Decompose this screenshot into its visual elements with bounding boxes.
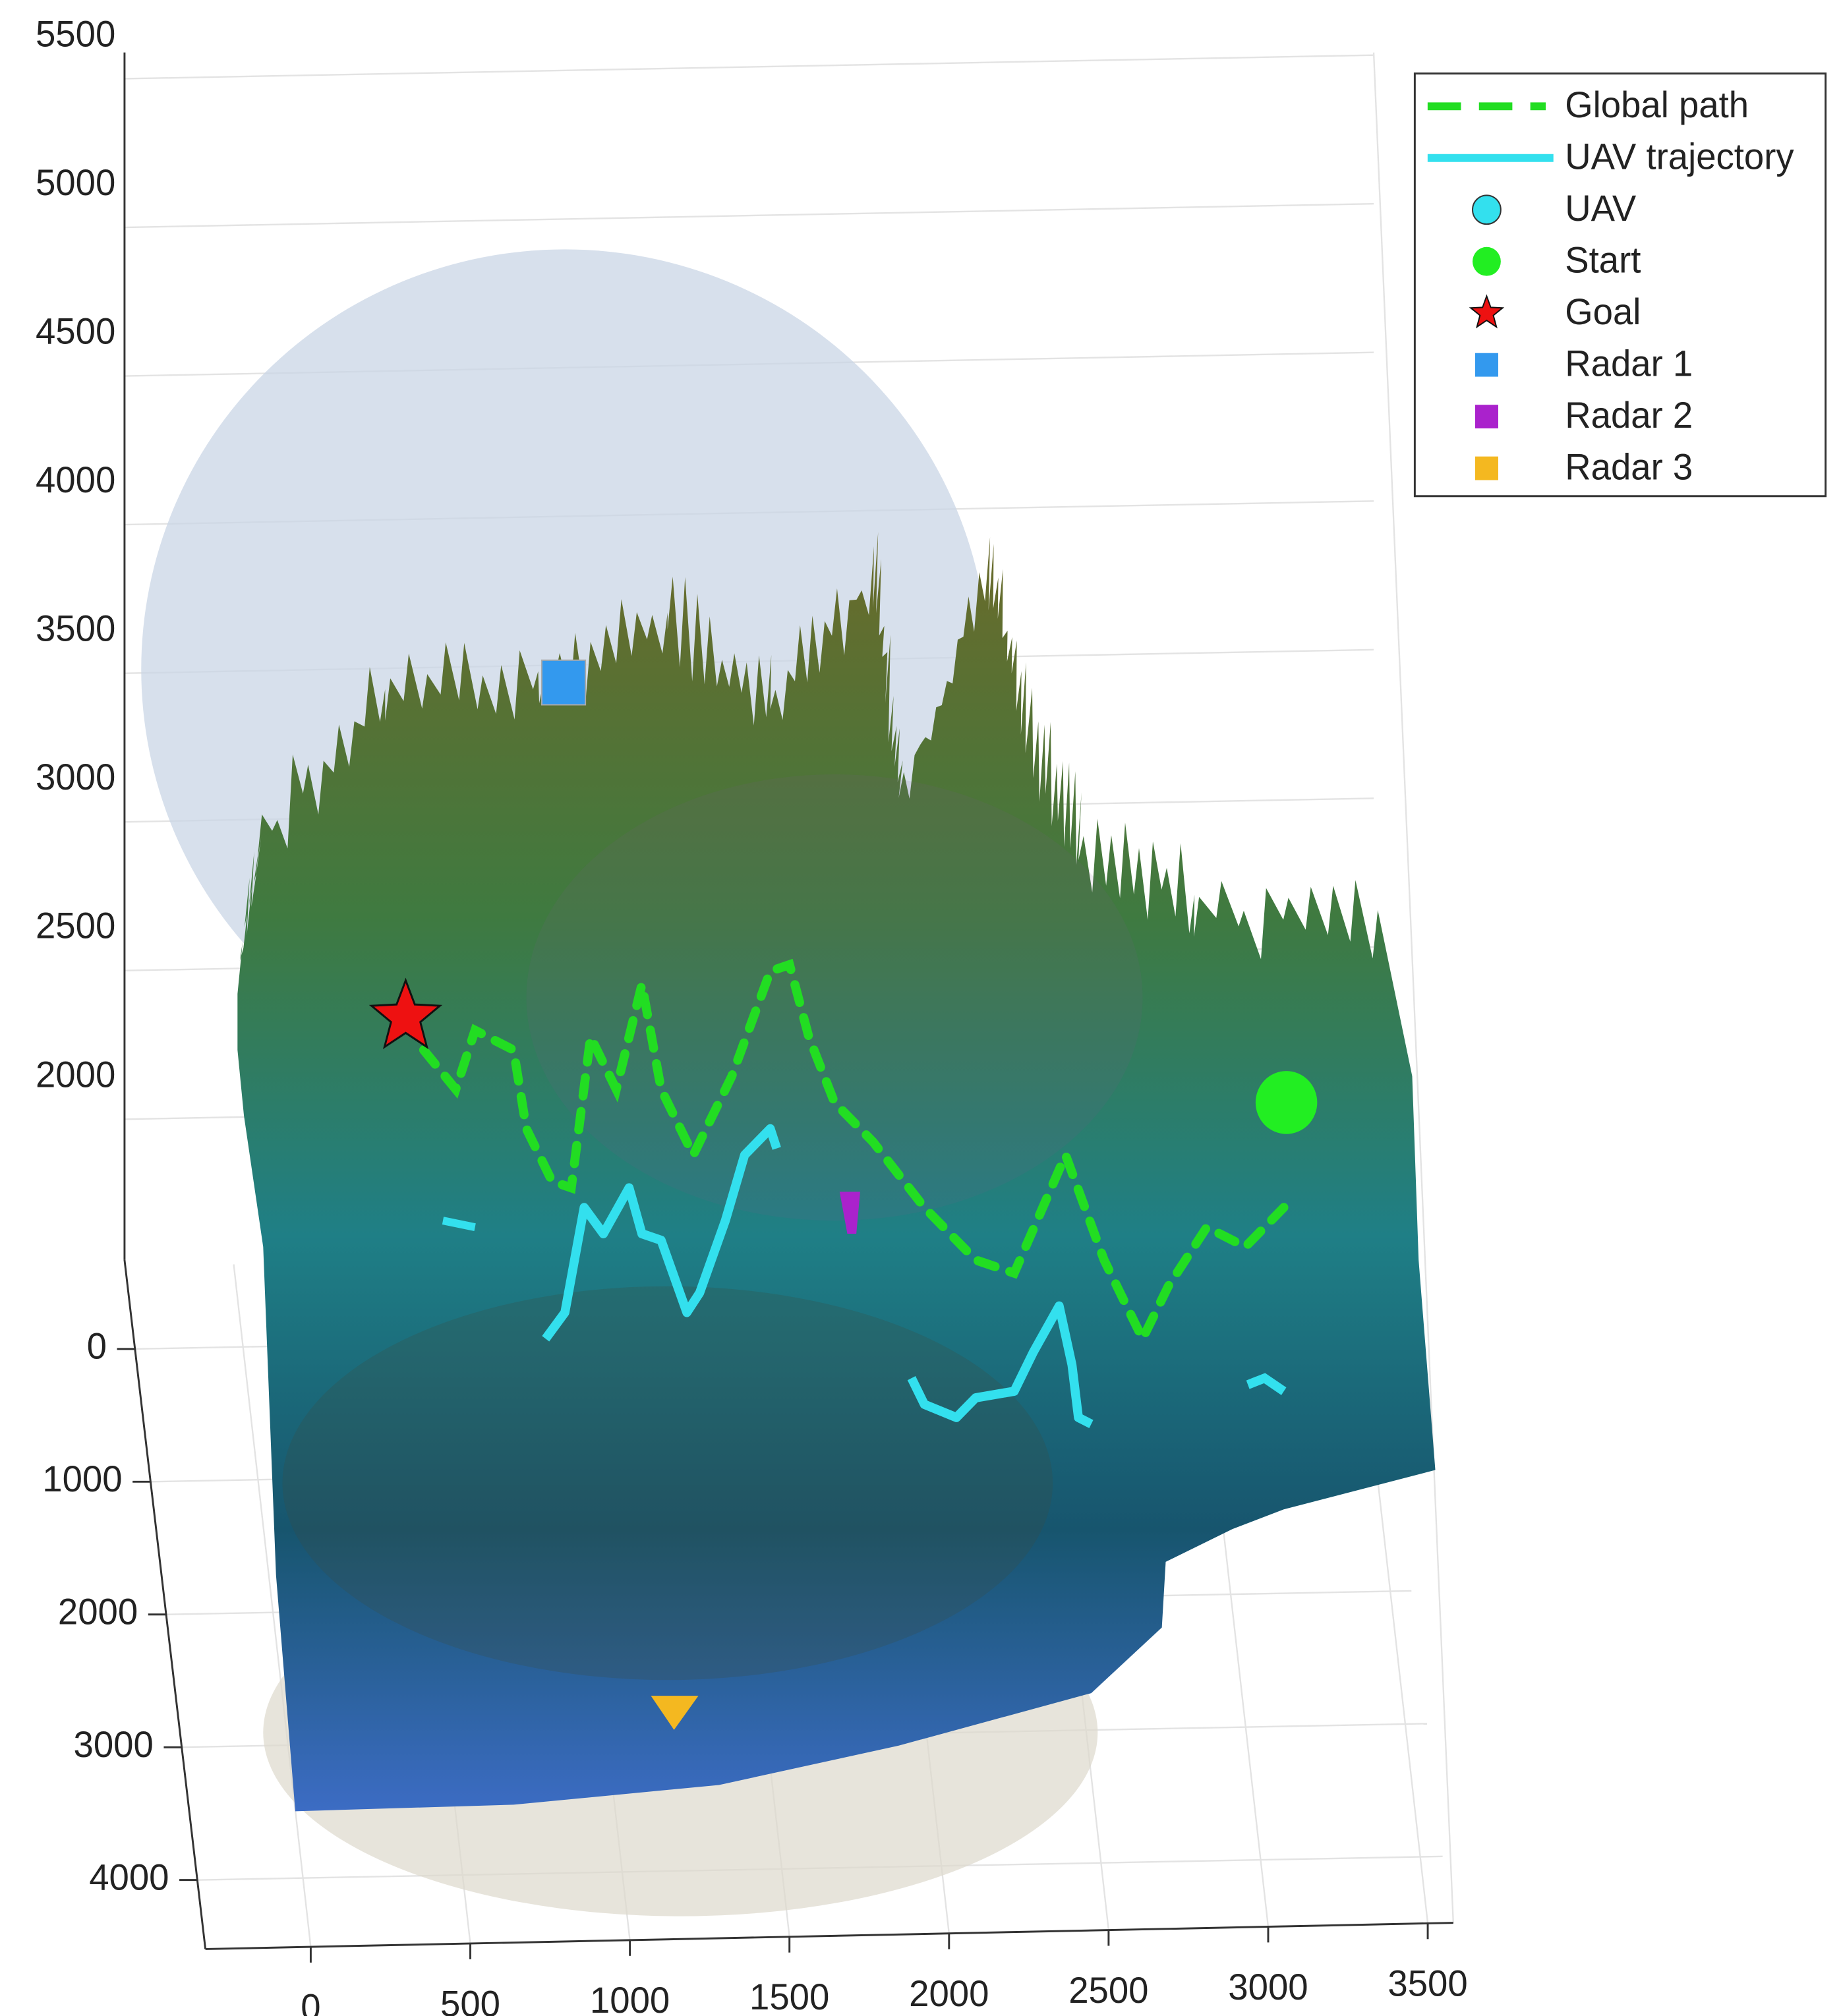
z-tick-label: 2500 — [36, 905, 115, 946]
z-tick-label: 3000 — [36, 757, 115, 798]
z-axis-right — [1372, 52, 1454, 1923]
legend-label: UAV — [1565, 187, 1636, 229]
radar-2-marker — [839, 1192, 860, 1234]
y-tick-label: 4000 — [89, 1857, 169, 1898]
grid-line — [124, 54, 1374, 80]
z-tick-label: 5000 — [36, 161, 115, 203]
grid-line — [233, 1264, 312, 1947]
z-tick-label: 5500 — [36, 13, 115, 55]
x-tick-label: 3500 — [1388, 1963, 1467, 2004]
z-tick-label: 2000 — [36, 1054, 115, 1095]
z-tick-label: 3500 — [36, 608, 115, 649]
radar-2-dome — [526, 774, 1143, 1221]
x-tick-label: 0 — [301, 1986, 320, 2016]
legend-label: Global path — [1565, 84, 1749, 125]
legend-swatch — [1473, 246, 1501, 276]
legend-label: Radar 3 — [1565, 446, 1693, 488]
uav-trajectory — [1246, 1373, 1287, 1395]
uav-trajectory — [907, 1301, 1094, 1429]
goal-marker — [368, 977, 443, 1050]
legend-label: UAV trajectory — [1565, 136, 1794, 177]
terrain-surface — [237, 531, 1436, 1812]
legend-swatch — [1472, 194, 1502, 225]
z-tick-label: 4500 — [36, 310, 115, 352]
legend-label: Goal — [1565, 291, 1641, 332]
legend-label: Start — [1565, 239, 1641, 281]
legend-label: Radar 2 — [1565, 394, 1693, 436]
radar-3-marker — [651, 1696, 699, 1730]
x-tick-label: 500 — [440, 1983, 500, 2016]
legend-swatch — [1475, 353, 1498, 377]
uav-trajectory — [442, 1217, 476, 1231]
global-path — [419, 958, 1289, 1349]
grid-line — [124, 202, 1374, 229]
legend-swatch — [1469, 294, 1505, 329]
legend-label: Radar 1 — [1565, 343, 1693, 384]
x-tick-label: 1500 — [749, 1976, 829, 2016]
y-tick-label: 1000 — [42, 1458, 122, 1499]
y-tick-label: 3000 — [74, 1723, 154, 1765]
z-tick-label: 4000 — [36, 459, 115, 501]
legend-swatch — [1475, 405, 1498, 429]
x-axis — [205, 1922, 1453, 1950]
y-tick-label: 0 — [87, 1325, 107, 1367]
x-tick-label: 3000 — [1228, 1966, 1308, 2007]
radar-1-marker — [541, 659, 587, 706]
legend: Global path UAV trajectory UAV Start Goal Rad… — [1413, 72, 1827, 498]
legend-swatch — [1475, 456, 1498, 480]
y-axis — [123, 1259, 207, 1949]
x-tick-label: 2000 — [909, 1973, 989, 2014]
start-marker — [1255, 1071, 1318, 1134]
y-tick-label: 2000 — [58, 1591, 138, 1632]
radar-3-dome-front — [282, 1286, 1053, 1681]
uav-trajectory — [542, 1124, 781, 1342]
x-tick-label: 1000 — [590, 1980, 670, 2016]
x-tick-label: 2500 — [1068, 1969, 1148, 2011]
